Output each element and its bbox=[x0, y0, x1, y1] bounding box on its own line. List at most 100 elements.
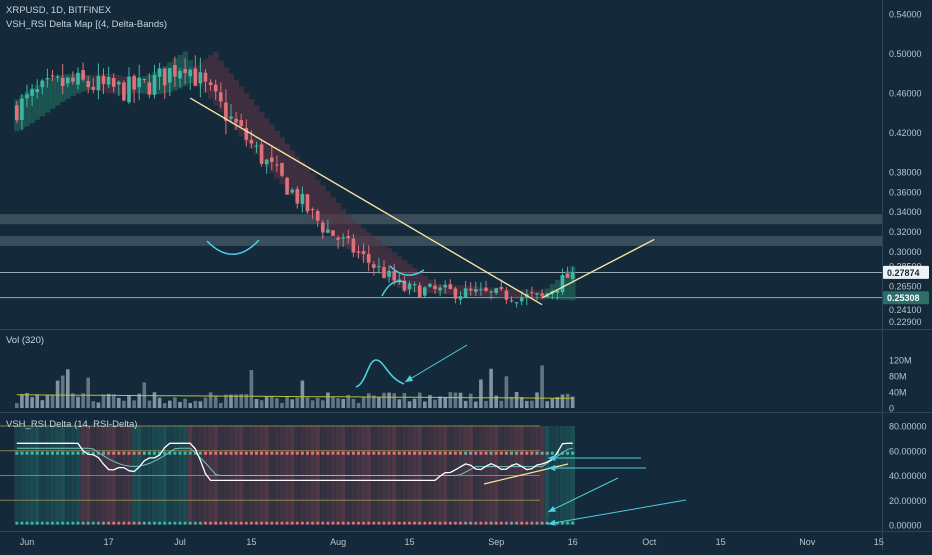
candle-body bbox=[142, 78, 147, 80]
delta-band-segment bbox=[422, 275, 428, 293]
rsi-signal-dot bbox=[316, 521, 320, 525]
candle-body bbox=[254, 145, 259, 147]
rsi-signal-dot bbox=[56, 521, 60, 525]
candle-body bbox=[479, 289, 483, 291]
rsi-momentum-dot bbox=[362, 451, 366, 455]
rsi-momentum-dot bbox=[418, 451, 422, 455]
candle-body bbox=[509, 300, 514, 302]
rsi-momentum-dot bbox=[30, 451, 34, 455]
candle-body bbox=[361, 251, 366, 255]
candle-body bbox=[111, 77, 116, 87]
rsi-momentum-dot bbox=[357, 451, 360, 455]
candle-body bbox=[290, 189, 294, 193]
candle-body bbox=[530, 292, 534, 294]
candle-body bbox=[377, 266, 381, 268]
rsi-signal-dot bbox=[418, 521, 422, 525]
rsi-signal-dot bbox=[382, 521, 386, 525]
candle-body bbox=[162, 68, 167, 86]
volume-bar bbox=[264, 396, 269, 408]
candle-body bbox=[321, 222, 325, 233]
candle-body bbox=[423, 287, 427, 296]
volume-bar bbox=[173, 397, 177, 408]
candle-body bbox=[351, 238, 356, 253]
annotation-arrow bbox=[547, 499, 687, 525]
candle-body bbox=[402, 280, 407, 291]
candle-body bbox=[188, 69, 192, 77]
rsi-signal-dot bbox=[402, 521, 406, 525]
volume-bar bbox=[382, 392, 386, 408]
rsi-momentum-dot bbox=[20, 451, 24, 455]
delta-band-segment bbox=[208, 55, 214, 100]
candle-body bbox=[229, 116, 233, 119]
annotation-arrow bbox=[404, 344, 468, 383]
candle-body bbox=[499, 287, 504, 289]
rsi-signal-dot bbox=[45, 521, 49, 525]
candle-body bbox=[356, 251, 361, 253]
rsi-momentum-dot bbox=[91, 451, 95, 455]
rsi-signal-dot bbox=[494, 521, 498, 525]
volume-bar bbox=[305, 397, 310, 408]
volume-bar bbox=[203, 397, 208, 408]
volume-bar bbox=[479, 379, 483, 408]
rsi-momentum-dot bbox=[331, 451, 335, 455]
candle-body bbox=[448, 284, 453, 289]
rsi-signal-dot bbox=[448, 521, 452, 525]
volume-bar bbox=[535, 392, 539, 408]
rsi-momentum-dot bbox=[122, 451, 126, 455]
delta-band-segment bbox=[284, 144, 290, 190]
candle-body bbox=[300, 193, 305, 204]
delta-band-segment bbox=[304, 167, 311, 213]
price-tick-label: 0.36000 bbox=[889, 187, 922, 197]
candle-body bbox=[346, 236, 351, 239]
volume-bar bbox=[514, 392, 519, 408]
rsi-signal-dot bbox=[336, 521, 340, 525]
delta-band-segment bbox=[238, 86, 245, 137]
rsi-signal-dot bbox=[387, 521, 391, 525]
candle-body bbox=[494, 288, 498, 293]
rsi-momentum-dot bbox=[453, 451, 457, 455]
rsi-momentum-dot bbox=[494, 451, 498, 455]
delta-band-segment bbox=[243, 92, 250, 143]
rsi-momentum-dot bbox=[351, 451, 355, 455]
volume-bar bbox=[152, 392, 157, 408]
rsi-momentum-dot bbox=[464, 451, 468, 455]
candle-body bbox=[183, 69, 187, 74]
rsi-signal-dot bbox=[571, 521, 575, 525]
rsi-signal-dot bbox=[300, 521, 304, 525]
rsi-momentum-dot bbox=[260, 451, 264, 455]
volume-bar bbox=[35, 394, 39, 408]
volume-bar bbox=[137, 393, 141, 408]
candle-body bbox=[270, 157, 274, 163]
volume-bar bbox=[417, 392, 422, 408]
price-marker-badge bbox=[883, 265, 929, 279]
price-tick-label: 0.50000 bbox=[889, 49, 922, 59]
date-tick-label: Aug bbox=[330, 537, 346, 547]
date-tick-label: 15 bbox=[716, 537, 726, 547]
volume-bar bbox=[504, 376, 509, 408]
volume-bar bbox=[448, 392, 453, 408]
volume-bar bbox=[178, 401, 182, 408]
rsi-delta-column bbox=[549, 426, 555, 525]
candle-body bbox=[341, 237, 345, 239]
price-tick-label: 0.24100 bbox=[889, 305, 922, 315]
rsi-momentum-dot bbox=[96, 451, 100, 455]
rsi-signal-dot bbox=[367, 521, 371, 525]
rsi-signal-dot bbox=[132, 521, 136, 525]
rsi-momentum-dot bbox=[372, 451, 376, 455]
candle-body bbox=[127, 76, 131, 103]
rsi-signal-dot bbox=[265, 521, 269, 525]
delta-band-segment bbox=[325, 191, 331, 234]
candle-body bbox=[152, 74, 157, 95]
candle-body bbox=[458, 296, 463, 300]
rsi-signal-dot bbox=[566, 521, 570, 525]
rsi-signal-dot bbox=[428, 521, 432, 525]
volume-bar bbox=[315, 397, 320, 408]
rsi-momentum-dot bbox=[188, 451, 192, 455]
candle-body bbox=[91, 86, 96, 90]
candle-body bbox=[474, 289, 478, 292]
volume-pane-label: Vol (320) bbox=[6, 335, 45, 346]
date-tick-label: 16 bbox=[568, 537, 578, 547]
rsi-momentum-dot bbox=[163, 451, 167, 455]
rsi-signal-dot bbox=[239, 521, 243, 525]
rsi-momentum-dot bbox=[433, 451, 437, 455]
